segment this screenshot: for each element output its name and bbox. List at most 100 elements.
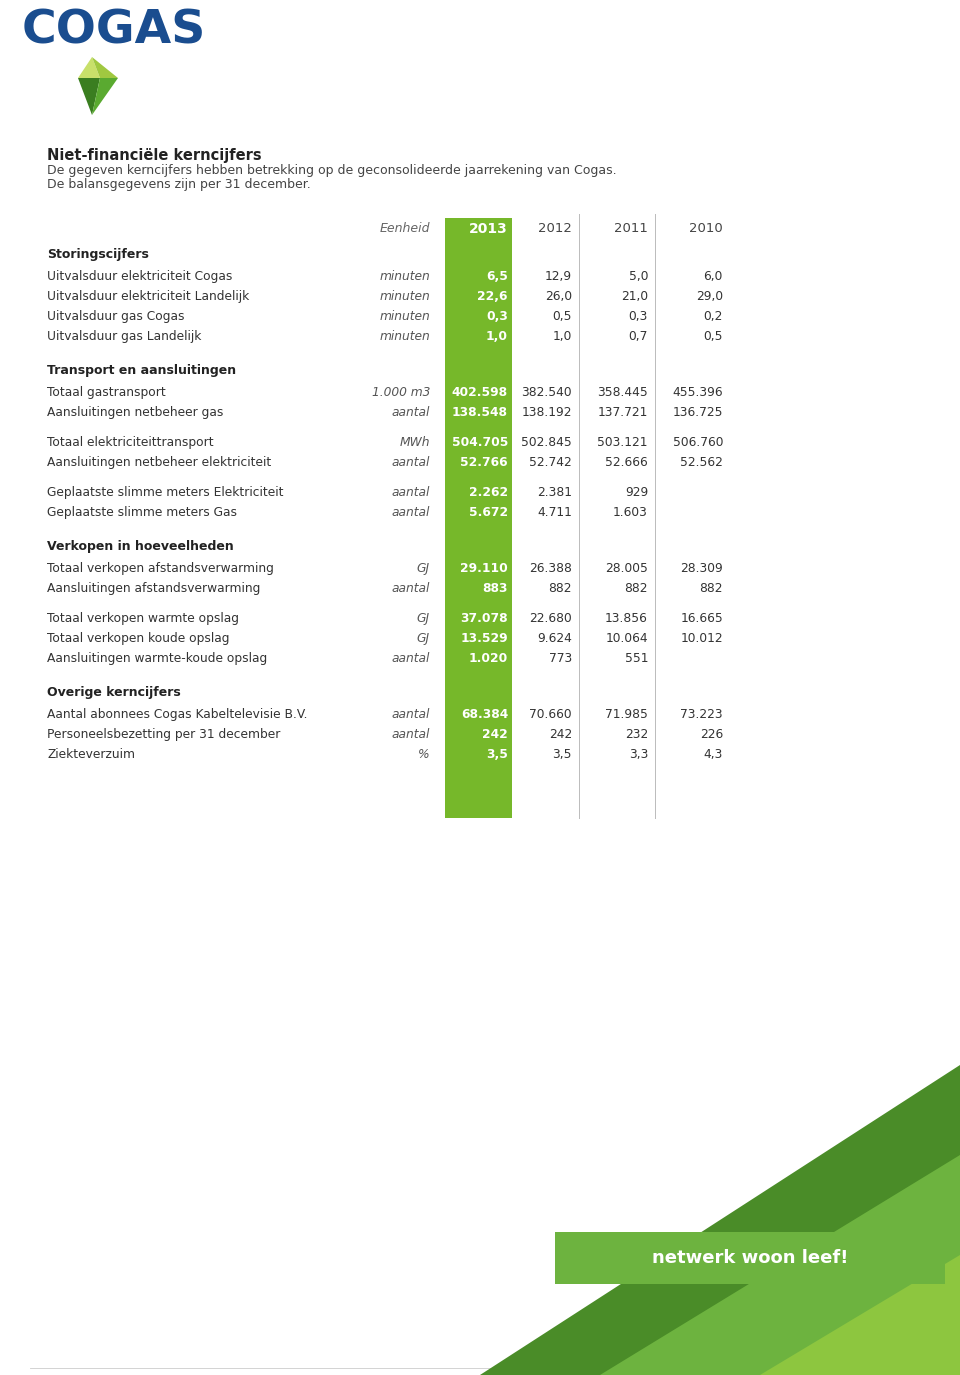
Text: 16.665: 16.665 (681, 612, 723, 626)
Text: 242: 242 (549, 727, 572, 741)
Text: minuten: minuten (379, 330, 430, 342)
Text: 1.603: 1.603 (613, 506, 648, 518)
FancyBboxPatch shape (445, 219, 512, 818)
Text: GJ: GJ (417, 562, 430, 575)
Text: 4.711: 4.711 (538, 506, 572, 518)
Polygon shape (78, 56, 100, 78)
Text: 37.078: 37.078 (461, 612, 508, 626)
Text: 882: 882 (548, 582, 572, 595)
Text: Geplaatste slimme meters Gas: Geplaatste slimme meters Gas (47, 506, 237, 518)
Text: 73.223: 73.223 (681, 708, 723, 720)
Text: 506.760: 506.760 (673, 436, 723, 450)
Text: 6,5: 6,5 (486, 270, 508, 283)
Text: Aansluitingen afstandsverwarming: Aansluitingen afstandsverwarming (47, 582, 260, 595)
Text: Eenheid: Eenheid (379, 221, 430, 235)
Text: 402.598: 402.598 (452, 386, 508, 399)
Text: Totaal verkopen koude opslag: Totaal verkopen koude opslag (47, 632, 229, 645)
Text: Totaal verkopen warmte opslag: Totaal verkopen warmte opslag (47, 612, 239, 626)
Text: aantal: aantal (392, 506, 430, 518)
Text: 0,3: 0,3 (486, 309, 508, 323)
Text: 1.020: 1.020 (468, 652, 508, 666)
Text: 13.529: 13.529 (461, 632, 508, 645)
Text: 22.680: 22.680 (529, 612, 572, 626)
Text: Uitvalsduur elektriciteit Landelijk: Uitvalsduur elektriciteit Landelijk (47, 290, 250, 302)
Text: aantal: aantal (392, 582, 430, 595)
Text: 29.110: 29.110 (460, 562, 508, 575)
Text: 0,2: 0,2 (704, 309, 723, 323)
Text: Totaal gastransport: Totaal gastransport (47, 386, 166, 399)
Text: aantal: aantal (392, 708, 430, 720)
Text: 52.666: 52.666 (605, 456, 648, 469)
Text: 22,6: 22,6 (477, 290, 508, 302)
Text: 68.384: 68.384 (461, 708, 508, 720)
Text: 455.396: 455.396 (672, 386, 723, 399)
Text: 0,3: 0,3 (629, 309, 648, 323)
Text: 52.562: 52.562 (680, 456, 723, 469)
Text: 52.742: 52.742 (529, 456, 572, 469)
Polygon shape (480, 1066, 960, 1375)
Text: Totaal elektriciteittransport: Totaal elektriciteittransport (47, 436, 214, 450)
Text: minuten: minuten (379, 290, 430, 302)
Text: 4,3: 4,3 (704, 748, 723, 760)
Text: De balansgegevens zijn per 31 december.: De balansgegevens zijn per 31 december. (47, 177, 311, 191)
Text: 551: 551 (625, 652, 648, 666)
Text: 929: 929 (625, 485, 648, 499)
Text: 226: 226 (700, 727, 723, 741)
Text: Overige kerncijfers: Overige kerncijfers (47, 686, 180, 698)
Text: Storingscijfers: Storingscijfers (47, 248, 149, 261)
Text: Uitvalsduur gas Landelijk: Uitvalsduur gas Landelijk (47, 330, 202, 342)
Text: 2.381: 2.381 (537, 485, 572, 499)
Text: Aansluitingen netbeheer gas: Aansluitingen netbeheer gas (47, 406, 224, 419)
Text: 0,7: 0,7 (629, 330, 648, 342)
Text: 2.262: 2.262 (468, 485, 508, 499)
Text: 1,0: 1,0 (553, 330, 572, 342)
Text: 6,0: 6,0 (704, 270, 723, 283)
Text: Totaal verkopen afstandsverwarming: Totaal verkopen afstandsverwarming (47, 562, 274, 575)
Text: 882: 882 (625, 582, 648, 595)
Text: 21,0: 21,0 (621, 290, 648, 302)
Text: 773: 773 (549, 652, 572, 666)
Text: aantal: aantal (392, 456, 430, 469)
Text: 138.192: 138.192 (521, 406, 572, 419)
Text: COGAS: COGAS (22, 8, 206, 54)
Text: 3,5: 3,5 (486, 748, 508, 760)
Text: 502.845: 502.845 (521, 436, 572, 450)
Text: 29,0: 29,0 (696, 290, 723, 302)
Text: 10.064: 10.064 (606, 632, 648, 645)
Text: Aantal abonnees Cogas Kabeltelevisie B.V.: Aantal abonnees Cogas Kabeltelevisie B.V… (47, 708, 307, 720)
Text: 5.672: 5.672 (468, 506, 508, 518)
Text: 358.445: 358.445 (597, 386, 648, 399)
Text: 5,0: 5,0 (629, 270, 648, 283)
Text: 138.548: 138.548 (452, 406, 508, 419)
Text: De gegeven kerncijfers hebben betrekking op de geconsolideerde jaarrekening van : De gegeven kerncijfers hebben betrekking… (47, 164, 616, 177)
Text: 26.388: 26.388 (529, 562, 572, 575)
Text: minuten: minuten (379, 309, 430, 323)
Text: aantal: aantal (392, 485, 430, 499)
FancyBboxPatch shape (555, 1232, 945, 1284)
Text: 242: 242 (482, 727, 508, 741)
Text: 136.725: 136.725 (673, 406, 723, 419)
Text: 382.540: 382.540 (521, 386, 572, 399)
Text: 232: 232 (625, 727, 648, 741)
Polygon shape (78, 78, 100, 116)
Text: Aansluitingen warmte-koude opslag: Aansluitingen warmte-koude opslag (47, 652, 267, 666)
Polygon shape (600, 1155, 960, 1375)
Text: 6: 6 (926, 1352, 934, 1364)
Text: Niet-financiële kerncijfers: Niet-financiële kerncijfers (47, 148, 262, 164)
Text: Uitvalsduur gas Cogas: Uitvalsduur gas Cogas (47, 309, 184, 323)
Text: 1.000 m3: 1.000 m3 (372, 386, 430, 399)
Text: 26,0: 26,0 (545, 290, 572, 302)
Text: Transport en aansluitingen: Transport en aansluitingen (47, 364, 236, 377)
Text: 137.721: 137.721 (598, 406, 648, 419)
Text: 28.309: 28.309 (681, 562, 723, 575)
Text: 2011: 2011 (614, 221, 648, 235)
Text: Aansluitingen netbeheer elektriciteit: Aansluitingen netbeheer elektriciteit (47, 456, 272, 469)
Text: 503.121: 503.121 (597, 436, 648, 450)
Text: 2013: 2013 (469, 221, 508, 236)
Text: GJ: GJ (417, 632, 430, 645)
Text: Geplaatste slimme meters Elektriciteit: Geplaatste slimme meters Elektriciteit (47, 485, 283, 499)
Text: 3,3: 3,3 (629, 748, 648, 760)
Text: aantal: aantal (392, 652, 430, 666)
Text: %: % (419, 748, 430, 760)
Text: 2010: 2010 (689, 221, 723, 235)
